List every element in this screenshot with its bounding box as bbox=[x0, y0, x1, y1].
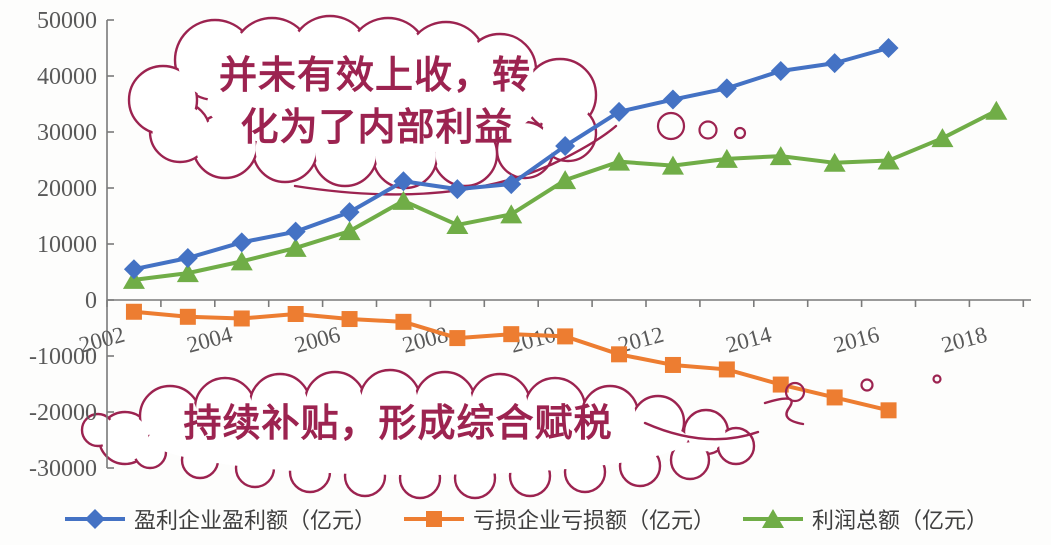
legend-item: 亏损企业亏损额（亿元） bbox=[402, 503, 715, 535]
callout-texts: 并未有效上收，转 化为了内部利益 持续补贴，形成综合赋税 bbox=[183, 55, 612, 445]
series-diamond bbox=[123, 38, 899, 280]
data-series bbox=[122, 38, 1008, 419]
y-axis-label: -10000 bbox=[29, 344, 97, 370]
trail-circle bbox=[733, 126, 747, 140]
legend-marker-square-icon bbox=[403, 511, 464, 527]
trail-circle bbox=[656, 111, 686, 141]
thought-bubble-trails bbox=[656, 111, 942, 403]
x-axis-label: 2014 bbox=[723, 322, 774, 358]
top-callout-text-line2: 化为了内部利益 bbox=[240, 107, 513, 149]
x-axis-label: 2002 bbox=[76, 322, 127, 358]
axes: -30000 -20000 -10000 0 10000 20000 30000 40000 5… bbox=[29, 8, 1031, 482]
legend: 盈利企业盈利额（亿元） 亏损企业亏损额（亿元） 利润总额（亿元） bbox=[0, 503, 1051, 535]
trail-circle bbox=[860, 378, 874, 392]
x-axis-label: 2018 bbox=[939, 322, 990, 358]
trail-circle bbox=[784, 381, 806, 403]
cloud-callouts bbox=[80, 14, 805, 500]
bottom-callout-text: 持续补贴，形成综合赋税 bbox=[183, 403, 612, 445]
legend-item: 利润总额（亿元） bbox=[741, 503, 988, 535]
legend-marker-triangle-icon bbox=[743, 509, 803, 528]
top-callout-text-line1: 并未有效上收，转 bbox=[219, 55, 531, 97]
legend-label: 利润总额（亿元） bbox=[812, 508, 989, 533]
y-axis-label: -20000 bbox=[29, 400, 97, 426]
legend-item: 盈利企业盈利额（亿元） bbox=[63, 503, 376, 535]
y-axis-label: 10000 bbox=[37, 232, 97, 258]
y-axis-label: 30000 bbox=[37, 120, 97, 146]
x-axis-label: 2016 bbox=[831, 322, 882, 358]
legend-label: 亏损企业亏损额（亿元） bbox=[472, 508, 715, 533]
x-axis-label: 2004 bbox=[184, 322, 235, 358]
y-axis-label: -30000 bbox=[29, 456, 97, 482]
series-triangle bbox=[122, 100, 1008, 289]
y-axis-label: 0 bbox=[85, 288, 97, 314]
legend-marker-diamond-icon bbox=[64, 509, 125, 529]
trail-circle bbox=[932, 374, 942, 384]
legend-label: 盈利企业盈利额（亿元） bbox=[133, 508, 376, 533]
y-axis-label: 20000 bbox=[37, 176, 97, 202]
y-axis-label: 50000 bbox=[37, 8, 97, 34]
series-square bbox=[125, 303, 897, 419]
trail-circle bbox=[698, 120, 718, 140]
y-axis-label: 40000 bbox=[37, 64, 97, 90]
x-axis-label: 2006 bbox=[292, 322, 343, 358]
